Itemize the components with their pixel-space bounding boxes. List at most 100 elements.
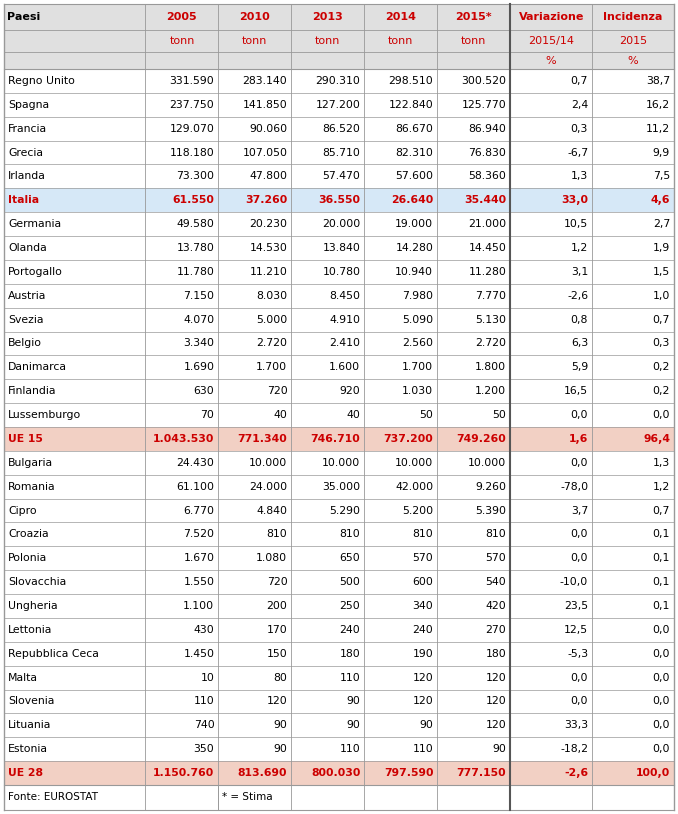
Text: Portogallo: Portogallo	[8, 267, 63, 277]
Text: 2014: 2014	[385, 12, 416, 22]
Text: 737.200: 737.200	[384, 434, 433, 444]
Text: 0,0: 0,0	[652, 744, 670, 755]
Text: 810: 810	[485, 529, 506, 540]
Text: 0,0: 0,0	[652, 672, 670, 683]
Text: 0,0: 0,0	[652, 410, 670, 420]
Text: Italia: Italia	[8, 195, 39, 205]
Text: 21.000: 21.000	[468, 219, 506, 229]
Text: 1,0: 1,0	[653, 291, 670, 300]
Text: 14.530: 14.530	[250, 243, 287, 253]
Text: 14.280: 14.280	[395, 243, 433, 253]
Text: Slovacchia: Slovacchia	[8, 577, 66, 587]
Text: 96,4: 96,4	[643, 434, 670, 444]
Text: 33,0: 33,0	[561, 195, 588, 205]
Text: 86.520: 86.520	[323, 124, 360, 133]
Text: 720: 720	[266, 386, 287, 396]
Text: 2.720: 2.720	[256, 339, 287, 348]
Text: %: %	[546, 55, 557, 65]
Text: 180: 180	[485, 649, 506, 659]
Text: 110: 110	[194, 697, 214, 707]
Text: 800.030: 800.030	[311, 768, 360, 778]
Text: 10.000: 10.000	[322, 457, 360, 468]
Text: 14.450: 14.450	[468, 243, 506, 253]
Text: -18,2: -18,2	[560, 744, 588, 755]
Text: 50: 50	[492, 410, 506, 420]
Text: 10.940: 10.940	[395, 267, 433, 277]
Text: 10: 10	[201, 672, 214, 683]
Text: 0,1: 0,1	[653, 601, 670, 611]
Text: 2005: 2005	[167, 12, 197, 22]
Text: 110: 110	[340, 672, 360, 683]
Text: 813.690: 813.690	[238, 768, 287, 778]
Text: 250: 250	[340, 601, 360, 611]
Text: 86.940: 86.940	[468, 124, 506, 133]
Text: 24.430: 24.430	[176, 457, 214, 468]
Text: tonn: tonn	[242, 36, 268, 46]
Text: 10.000: 10.000	[468, 457, 506, 468]
Text: Olanda: Olanda	[8, 243, 47, 253]
Text: 8.450: 8.450	[330, 291, 360, 300]
Text: 350: 350	[194, 744, 214, 755]
Text: 283.140: 283.140	[243, 76, 287, 86]
Text: -2,6: -2,6	[567, 291, 588, 300]
Text: 1,6: 1,6	[569, 434, 588, 444]
Text: 7.150: 7.150	[184, 291, 214, 300]
Text: 1,2: 1,2	[653, 482, 670, 492]
Text: 26.640: 26.640	[391, 195, 433, 205]
Text: 240: 240	[340, 625, 360, 635]
Text: tonn: tonn	[170, 36, 195, 46]
Text: 90.060: 90.060	[250, 124, 287, 133]
Text: 1,9: 1,9	[653, 243, 670, 253]
Text: Romania: Romania	[8, 482, 56, 492]
Text: 120: 120	[485, 720, 506, 730]
Text: 0,2: 0,2	[653, 386, 670, 396]
Text: -78,0: -78,0	[560, 482, 588, 492]
Text: 47.800: 47.800	[250, 172, 287, 182]
Text: 8.030: 8.030	[256, 291, 287, 300]
Text: 3,1: 3,1	[571, 267, 588, 277]
Text: 1.800: 1.800	[475, 362, 506, 372]
Text: 7,5: 7,5	[653, 172, 670, 182]
Text: 90: 90	[273, 744, 287, 755]
Text: 180: 180	[340, 649, 360, 659]
Text: 6,3: 6,3	[571, 339, 588, 348]
Text: 86.670: 86.670	[395, 124, 433, 133]
Text: Fonte: EUROSTAT: Fonte: EUROSTAT	[8, 793, 98, 803]
Text: 2,4: 2,4	[571, 100, 588, 110]
Text: 2,7: 2,7	[653, 219, 670, 229]
Text: 76.830: 76.830	[468, 147, 506, 158]
Text: 125.770: 125.770	[462, 100, 506, 110]
Text: Francia: Francia	[8, 124, 47, 133]
Text: 5.200: 5.200	[402, 505, 433, 515]
Text: 70: 70	[201, 410, 214, 420]
Text: Belgio: Belgio	[8, 339, 42, 348]
Text: 24.000: 24.000	[250, 482, 287, 492]
Text: 100,0: 100,0	[636, 768, 670, 778]
Text: 40: 40	[346, 410, 360, 420]
Text: 20.230: 20.230	[250, 219, 287, 229]
Text: 16,2: 16,2	[646, 100, 670, 110]
Text: 5,9: 5,9	[571, 362, 588, 372]
Text: 127.200: 127.200	[315, 100, 360, 110]
Text: 0,0: 0,0	[571, 697, 588, 707]
Text: 61.550: 61.550	[172, 195, 214, 205]
Text: 810: 810	[266, 529, 287, 540]
Text: 190: 190	[412, 649, 433, 659]
Text: 771.340: 771.340	[237, 434, 287, 444]
Text: 57.600: 57.600	[395, 172, 433, 182]
Text: 1.450: 1.450	[184, 649, 214, 659]
Text: 5.000: 5.000	[256, 314, 287, 325]
Text: Malta: Malta	[8, 672, 38, 683]
Text: 0,1: 0,1	[653, 577, 670, 587]
Text: 0,8: 0,8	[571, 314, 588, 325]
Text: 298.510: 298.510	[388, 76, 433, 86]
Text: 7.520: 7.520	[184, 529, 214, 540]
Text: 50: 50	[420, 410, 433, 420]
Text: 37.260: 37.260	[245, 195, 287, 205]
Text: 5.090: 5.090	[402, 314, 433, 325]
Text: 2015: 2015	[619, 36, 647, 46]
Text: 11.210: 11.210	[250, 267, 287, 277]
Text: 2013: 2013	[313, 12, 343, 22]
Text: 90: 90	[420, 720, 433, 730]
Text: 120: 120	[412, 672, 433, 683]
